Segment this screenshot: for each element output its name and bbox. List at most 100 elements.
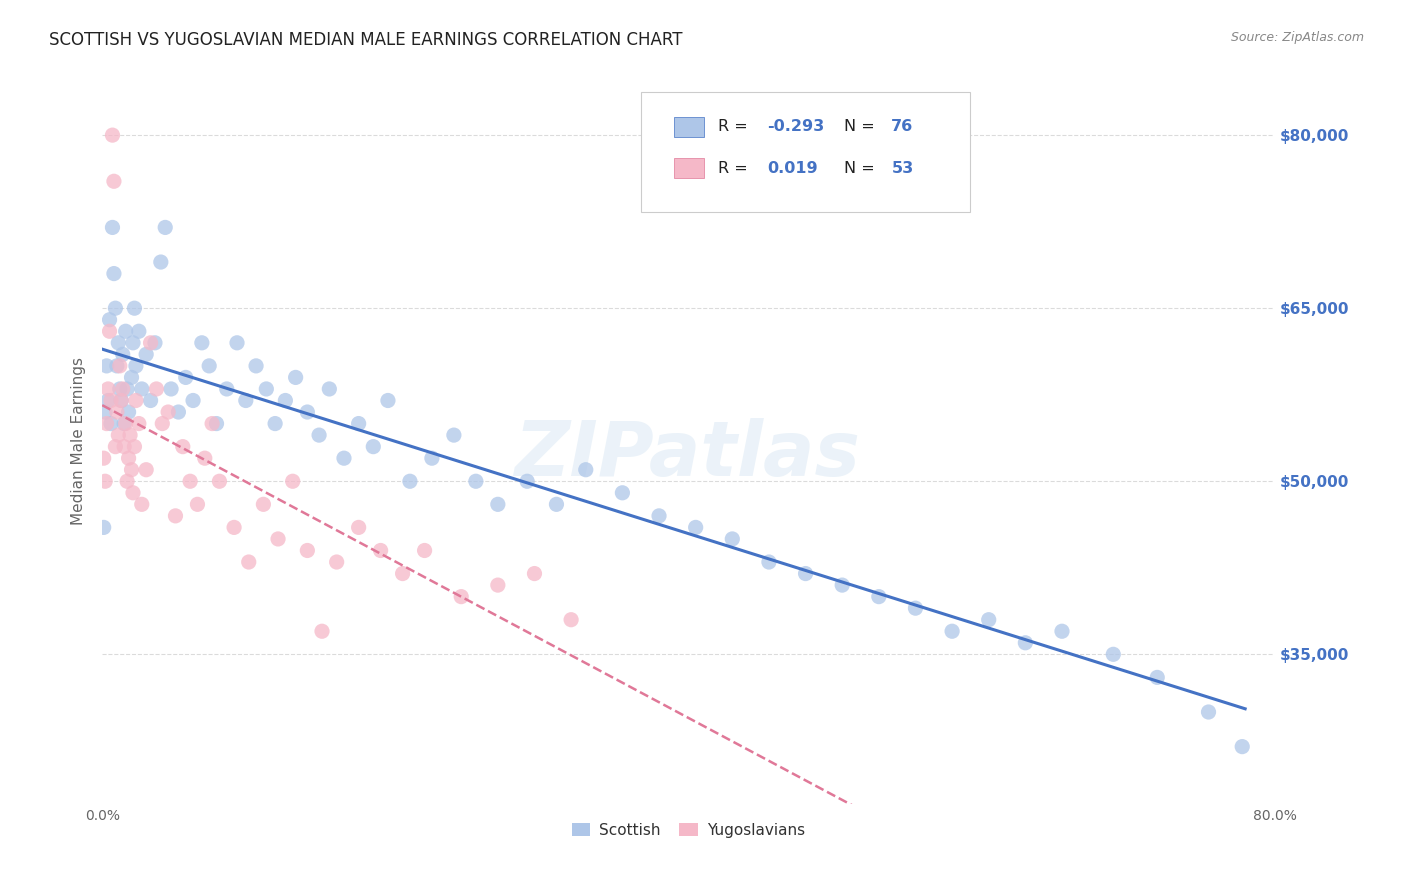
Point <box>112 417 135 431</box>
Point <box>1014 636 1036 650</box>
Point <box>149 255 172 269</box>
Point <box>186 497 208 511</box>
Point <box>399 475 422 489</box>
Point <box>157 405 180 419</box>
Point <box>721 532 744 546</box>
Point <box>122 335 145 350</box>
Point <box>297 543 319 558</box>
Point <box>117 405 139 419</box>
Point <box>97 382 120 396</box>
Point <box>1146 670 1168 684</box>
Point <box>139 393 162 408</box>
Point <box>128 324 150 338</box>
Y-axis label: Median Male Earnings: Median Male Earnings <box>72 357 86 524</box>
Point <box>114 324 136 338</box>
Text: -0.293: -0.293 <box>768 120 824 135</box>
Text: N =: N = <box>845 120 880 135</box>
Point <box>486 578 509 592</box>
Point <box>165 508 187 523</box>
Point <box>112 440 135 454</box>
Point <box>226 335 249 350</box>
Point <box>450 590 472 604</box>
Text: 53: 53 <box>891 161 914 176</box>
FancyBboxPatch shape <box>675 117 704 137</box>
Text: N =: N = <box>845 161 880 176</box>
Point <box>284 370 307 384</box>
Point <box>96 359 118 373</box>
Point <box>377 393 399 408</box>
Point <box>181 393 204 408</box>
Point <box>546 497 568 511</box>
Point <box>101 128 124 142</box>
Point <box>143 335 166 350</box>
Point <box>124 440 146 454</box>
Text: Source: ZipAtlas.com: Source: ZipAtlas.com <box>1230 31 1364 45</box>
Point <box>121 463 143 477</box>
Point <box>758 555 780 569</box>
Point <box>94 475 117 489</box>
Point <box>131 497 153 511</box>
Point <box>443 428 465 442</box>
Point <box>575 463 598 477</box>
Text: 76: 76 <box>891 120 914 135</box>
Point <box>124 301 146 316</box>
Point <box>1232 739 1254 754</box>
Point <box>111 347 134 361</box>
Point <box>325 555 347 569</box>
Point <box>612 485 634 500</box>
Point <box>363 440 385 454</box>
Point <box>122 485 145 500</box>
Text: 0.019: 0.019 <box>768 161 818 176</box>
Point <box>117 451 139 466</box>
Legend: Scottish, Yugoslavians: Scottish, Yugoslavians <box>565 817 811 844</box>
Point <box>245 359 267 373</box>
Point <box>222 520 245 534</box>
Point <box>516 475 538 489</box>
Point <box>160 382 183 396</box>
Point <box>114 417 136 431</box>
Point <box>560 613 582 627</box>
Point <box>1198 705 1220 719</box>
Point <box>110 393 132 408</box>
Point <box>111 382 134 396</box>
Point <box>108 359 131 373</box>
Point <box>104 301 127 316</box>
Point <box>486 497 509 511</box>
Point <box>347 520 370 534</box>
Point <box>208 475 231 489</box>
Point <box>131 382 153 396</box>
Point <box>941 624 963 639</box>
Point <box>201 417 224 431</box>
Point <box>308 428 330 442</box>
Point <box>118 428 141 442</box>
Point <box>198 359 221 373</box>
Point <box>254 382 277 396</box>
Point <box>311 624 333 639</box>
Point <box>172 440 194 454</box>
Point <box>128 417 150 431</box>
FancyBboxPatch shape <box>641 92 970 212</box>
Text: ZIPatlas: ZIPatlas <box>516 418 862 492</box>
Point <box>191 335 214 350</box>
Point <box>167 405 190 419</box>
Point <box>107 428 129 442</box>
Point <box>252 497 274 511</box>
Point <box>523 566 546 581</box>
Point <box>139 335 162 350</box>
Point <box>115 382 138 396</box>
Point <box>110 393 132 408</box>
Point <box>274 393 297 408</box>
Point <box>103 174 125 188</box>
Point <box>101 220 124 235</box>
Point <box>121 370 143 384</box>
Point <box>333 451 356 466</box>
Point <box>1050 624 1073 639</box>
Point <box>370 543 392 558</box>
Point <box>238 555 260 569</box>
FancyBboxPatch shape <box>675 158 704 178</box>
Point <box>94 405 117 419</box>
Point <box>104 440 127 454</box>
Point <box>1102 648 1125 662</box>
Point <box>194 451 217 466</box>
Point <box>174 370 197 384</box>
